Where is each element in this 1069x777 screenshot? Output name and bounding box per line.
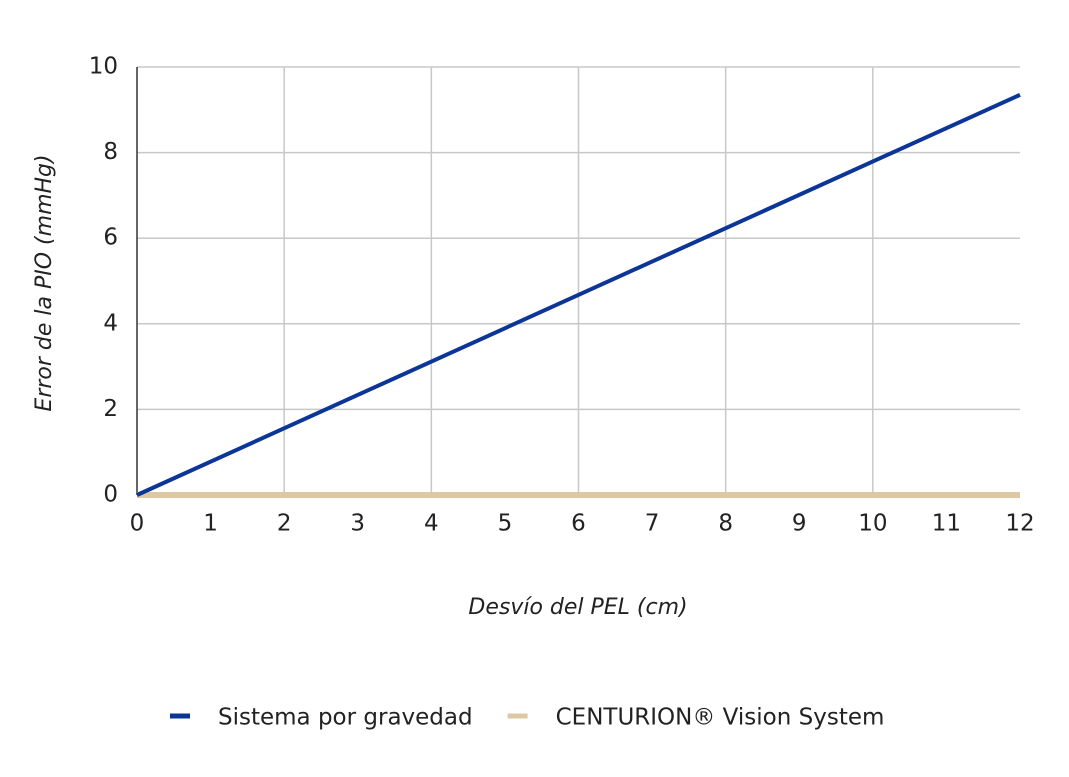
x-tick-label: 0 xyxy=(130,511,145,537)
y-axis-title: Error de la PIO (mmHg) xyxy=(32,154,57,411)
series-line xyxy=(136,92,1021,497)
x-tick-label: 1 xyxy=(203,511,218,537)
y-tick-label: 8 xyxy=(103,139,118,165)
x-tick-label: 12 xyxy=(1005,511,1034,537)
x-tick-label: 6 xyxy=(571,511,586,537)
x-tick-label: 10 xyxy=(858,511,887,537)
legend-label: CENTURION® Vision System xyxy=(556,705,885,731)
y-tick-label: 0 xyxy=(103,482,118,508)
x-tick-label: 8 xyxy=(718,511,733,537)
x-axis-title: Desvío del PEL (cm) xyxy=(468,595,687,620)
x-tick-label: 3 xyxy=(350,511,365,537)
legend-label: Sistema por gravedad xyxy=(218,705,473,731)
y-tick-label: 10 xyxy=(89,54,118,80)
x-tick-label: 4 xyxy=(424,511,439,537)
y-tick-label: 4 xyxy=(103,310,118,336)
x-tick-label: 5 xyxy=(498,511,513,537)
x-tick-label: 7 xyxy=(645,511,660,537)
x-tick-label: 9 xyxy=(792,511,807,537)
x-tick-label: 2 xyxy=(277,511,292,537)
y-tick-label: 6 xyxy=(103,225,118,251)
x-tick-label: 11 xyxy=(932,511,961,537)
y-tick-label: 2 xyxy=(103,396,118,422)
